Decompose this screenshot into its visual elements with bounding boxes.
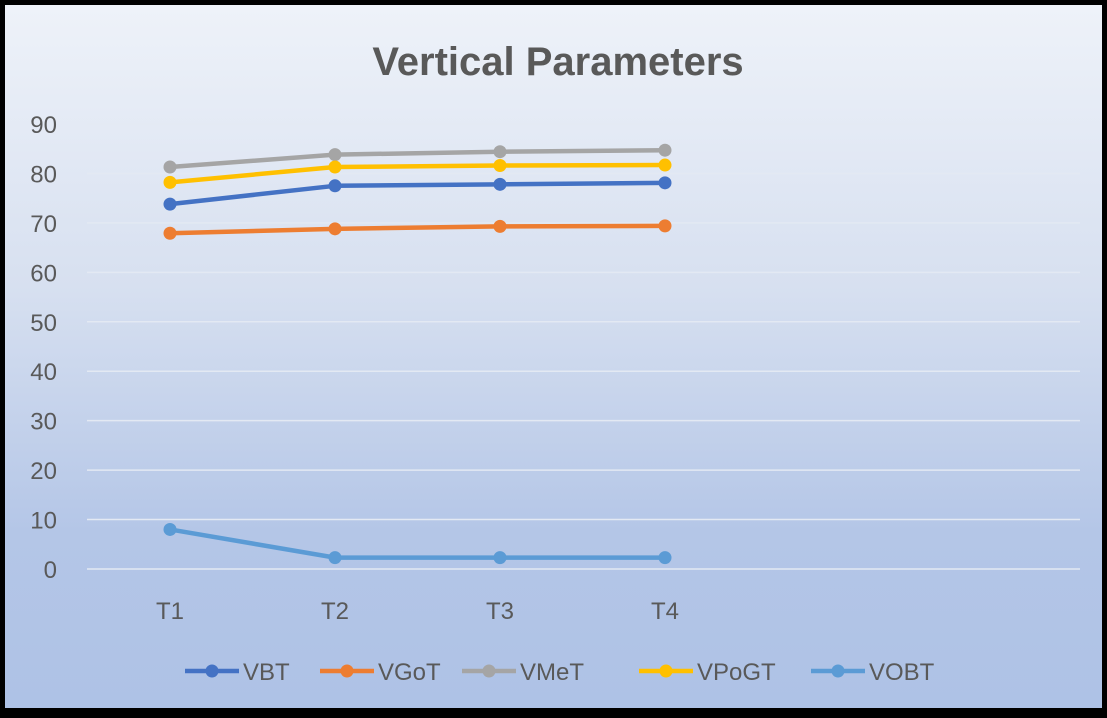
y-tick-label: 60 (30, 260, 57, 287)
legend-label: VMeT (520, 659, 584, 686)
legend-label: VPoGT (697, 659, 776, 686)
legend-swatch-marker (482, 664, 496, 678)
series-line-vgot (167, 223, 668, 236)
data-point-vpogt (163, 175, 177, 189)
legend: VBT VGoT VMeT VPoGT VOBT (185, 659, 935, 686)
data-point-vbt (328, 179, 342, 193)
legend-swatch-marker (205, 664, 219, 678)
legend-swatch-marker (659, 664, 673, 678)
legend-label: VGoT (378, 659, 441, 686)
y-tick-label: 20 (30, 458, 57, 485)
legend-item-vgot: VGoT (320, 659, 441, 686)
data-point-vmet (328, 148, 342, 162)
data-point-vpogt (658, 158, 672, 172)
series-vobt (163, 522, 672, 565)
y-tick-label: 80 (30, 161, 57, 188)
data-point-vbt (493, 177, 507, 191)
series-lines (163, 143, 672, 565)
data-point-vbt (658, 176, 672, 190)
line-chart: Vertical Parameters 0102030405060708090 … (30, 40, 1080, 686)
y-tick-label: 0 (44, 557, 57, 584)
legend-item-vpogt: VPoGT (639, 659, 776, 686)
chart-title: Vertical Parameters (372, 40, 743, 84)
data-point-vmet (493, 145, 507, 159)
series-vmet (163, 143, 672, 174)
legend-item-vobt: VOBT (811, 659, 935, 686)
data-point-vobt (328, 551, 342, 565)
legend-item-vmet: VMeT (462, 659, 584, 686)
y-tick-label: 50 (30, 310, 57, 337)
y-tick-label: 40 (30, 359, 57, 386)
y-tick-label: 70 (30, 211, 57, 238)
series-vpogt (163, 158, 672, 189)
data-point-vgot (658, 219, 672, 233)
x-axis-ticks: T1 T2 T3 T4 (156, 598, 679, 625)
x-tick-label: T1 (156, 598, 184, 625)
data-point-vpogt (328, 160, 342, 174)
data-point-vbt (163, 197, 177, 211)
legend-swatch-marker (831, 664, 845, 678)
x-tick-label: T3 (486, 598, 514, 625)
series-line-vpogt (167, 162, 668, 185)
legend-swatch-marker (340, 664, 354, 678)
data-point-vobt (658, 551, 672, 565)
y-tick-label: 90 (30, 112, 57, 139)
legend-label: VOBT (869, 659, 935, 686)
data-point-vobt (493, 551, 507, 565)
data-point-vmet (163, 160, 177, 174)
y-tick-label: 30 (30, 409, 57, 436)
y-tick-label: 10 (30, 508, 57, 535)
data-point-vgot (163, 226, 177, 240)
x-tick-label: T2 (321, 598, 349, 625)
series-line-vbt (167, 180, 668, 207)
data-point-vgot (328, 222, 342, 236)
y-axis-ticks: 0 10 20 30 40 50 60 70 80 90 (30, 112, 57, 584)
series-vgot (163, 219, 672, 240)
data-point-vmet (658, 143, 672, 157)
series-line-vmet (167, 147, 668, 170)
data-point-vpogt (493, 159, 507, 173)
x-tick-label: T4 (651, 598, 679, 625)
series-vbt (163, 176, 672, 211)
legend-label: VBT (243, 659, 290, 686)
gridlines (87, 123, 1080, 570)
legend-item-vbt: VBT (185, 659, 290, 686)
data-point-vobt (163, 522, 177, 536)
data-point-vgot (493, 219, 507, 233)
series-line-vobt (167, 527, 668, 560)
